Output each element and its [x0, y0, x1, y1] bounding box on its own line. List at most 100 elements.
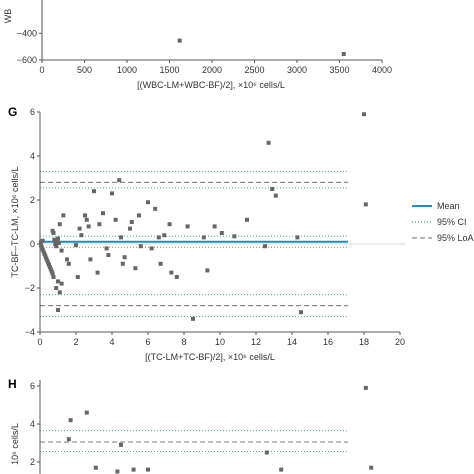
x-tick-label: 10	[215, 337, 225, 347]
data-point	[295, 235, 300, 240]
data-point	[128, 226, 132, 231]
data-point	[266, 140, 271, 145]
data-point	[263, 244, 267, 249]
x-axis-label: [(TC-LM+TC-BF)/2], ×10⁶ cells/L	[145, 352, 275, 362]
data-point	[49, 269, 54, 274]
y-tick-label: 6	[30, 381, 35, 391]
x-tick-label: 0	[37, 337, 42, 347]
data-point	[174, 275, 179, 279]
data-point	[104, 246, 109, 251]
data-point	[106, 253, 111, 257]
data-point	[212, 224, 217, 229]
data-point	[101, 211, 105, 216]
data-point	[47, 262, 51, 267]
y-tick-label: 4	[30, 419, 35, 429]
x-tick-label: 2	[73, 337, 78, 347]
data-point	[232, 234, 237, 239]
y-axis-label: 10⁶ cells/L	[10, 423, 20, 465]
data-point	[53, 242, 58, 246]
data-point	[153, 206, 158, 211]
x-tick-label: 12	[251, 337, 261, 347]
data-point	[146, 200, 150, 205]
data-point	[133, 266, 138, 271]
data-point	[138, 244, 143, 249]
x-tick-label: 16	[323, 337, 333, 347]
panel-label-h: H	[8, 377, 17, 391]
data-point	[45, 258, 50, 263]
x-tick-label: 2000	[202, 65, 222, 75]
data-point	[137, 213, 141, 218]
data-point	[363, 385, 368, 390]
data-point	[341, 52, 346, 56]
data-point	[113, 217, 118, 222]
data-point	[362, 112, 366, 117]
x-tick-label: 3000	[287, 65, 307, 75]
y-tick-label: 4	[30, 151, 35, 161]
data-point	[68, 418, 73, 423]
data-point	[167, 222, 172, 227]
data-point	[299, 310, 303, 315]
data-point	[97, 222, 102, 227]
data-point	[84, 217, 89, 222]
data-point	[65, 257, 69, 262]
data-point	[219, 231, 224, 235]
data-point	[56, 308, 60, 312]
data-point	[119, 235, 123, 240]
x-tick-label: 1500	[159, 65, 179, 75]
data-point	[88, 257, 93, 262]
y-tick-label: −400	[17, 28, 37, 38]
data-point	[50, 228, 55, 233]
data-point	[66, 437, 71, 442]
data-point	[44, 256, 49, 261]
data-point	[201, 235, 206, 240]
x-tick-label: 3500	[329, 65, 349, 75]
data-point	[245, 217, 249, 222]
data-point	[56, 236, 60, 241]
x-axis-label: [(WBC-LM+WBC-BF)/2], ×10⁶ cells/L	[137, 80, 285, 90]
x-tick-label: 8	[181, 337, 186, 347]
legend-label: 95% CI	[437, 217, 467, 227]
data-point	[95, 270, 100, 275]
data-point	[84, 410, 89, 415]
data-point	[177, 38, 182, 43]
panel-label-g: G	[8, 105, 17, 119]
y-tick-label: 0	[30, 239, 35, 249]
x-tick-label: 500	[77, 65, 92, 75]
x-tick-label: 20	[395, 337, 405, 347]
data-point	[79, 233, 84, 238]
x-tick-label: 4000	[372, 65, 392, 75]
data-point	[86, 224, 91, 229]
data-point	[119, 442, 123, 447]
data-point	[149, 246, 154, 251]
legend-label: 95% LoA	[437, 233, 474, 243]
data-point	[56, 279, 60, 284]
data-point	[162, 233, 167, 238]
x-tick-label: 2500	[244, 65, 264, 75]
data-point	[57, 290, 62, 295]
data-point	[43, 254, 48, 259]
y-axis-label: WB	[3, 9, 13, 24]
data-point	[270, 187, 275, 191]
data-point	[191, 316, 195, 321]
data-point	[131, 467, 136, 472]
data-point	[47, 265, 52, 270]
data-point	[77, 226, 82, 231]
data-point	[51, 231, 56, 235]
data-point	[50, 271, 55, 276]
x-tick-label: 1000	[117, 65, 137, 75]
data-point	[66, 261, 71, 266]
data-point	[169, 270, 174, 275]
y-tick-label: −600	[17, 55, 37, 65]
y-tick-label: −4	[25, 327, 35, 337]
x-tick-label: 4	[109, 337, 114, 347]
data-point	[42, 251, 47, 256]
y-tick-label: 2	[30, 195, 35, 205]
data-point	[46, 260, 51, 265]
data-point	[363, 202, 368, 207]
data-point	[59, 248, 64, 253]
data-point	[115, 469, 120, 474]
data-point	[93, 465, 98, 470]
data-point	[48, 267, 53, 272]
